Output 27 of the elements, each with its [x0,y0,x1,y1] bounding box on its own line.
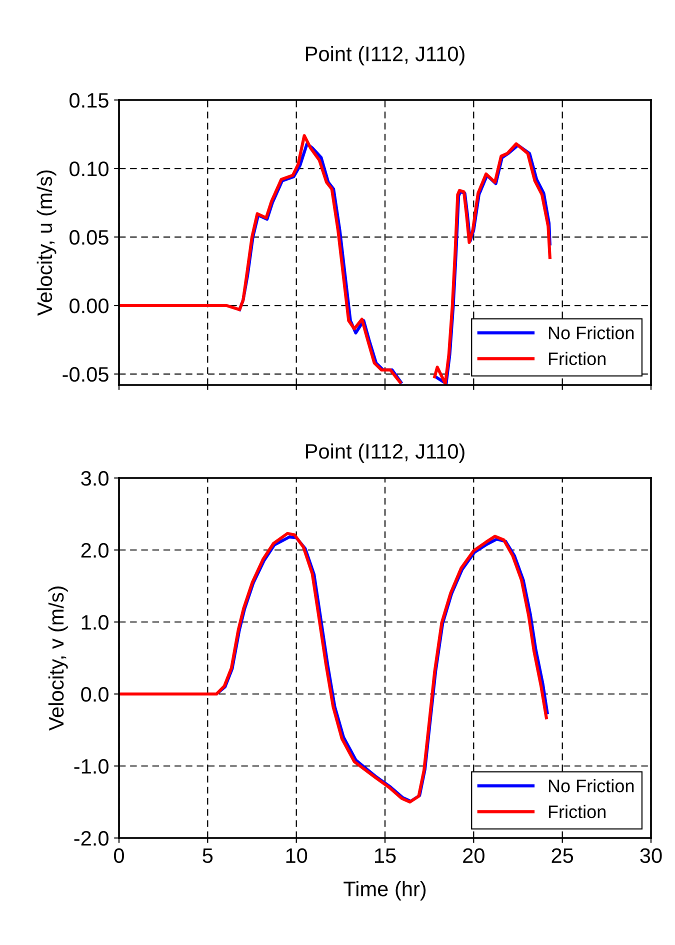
y-tick-label: 0.00 [70,298,108,314]
chart-title: Point (I112, J110) [306,443,464,463]
x-tick-label: 10 [286,848,308,864]
legend-label: Friction [548,804,606,818]
y-tick-label: -2.0 [74,831,108,846]
y-tick-label: 0.0 [81,687,108,702]
x-axis-title: Time (hr) [344,881,426,900]
y-tick-label: 1.0 [82,615,108,630]
legend-label: Friction [548,352,606,366]
x-tick-label: 30 [640,848,662,864]
x-tick-label: 0 [114,848,124,864]
y-axis-title: Velocity, v (m/s) [48,586,68,731]
x-tick-label: 15 [375,848,396,864]
legend-label: No Friction [548,779,634,792]
y-tick-label: 0.10 [70,162,108,176]
legend-label: No Friction [548,326,634,340]
y-tick-label: -0.05 [62,367,108,382]
x-tick-label: 5 [202,848,213,864]
y-tick-label: 0.15 [70,93,108,108]
y-tick-label: 2.0 [81,543,108,558]
chart-title: Point (I112, J110) [306,46,464,66]
y-axis-title: Velocity, u (m/s) [36,170,56,316]
y-tick-label: 3.0 [81,471,108,486]
x-tick-label: 25 [552,848,574,864]
x-tick-label: 20 [463,848,484,864]
y-tick-label: -1.0 [74,759,108,774]
y-tick-label: 0.05 [70,230,108,245]
